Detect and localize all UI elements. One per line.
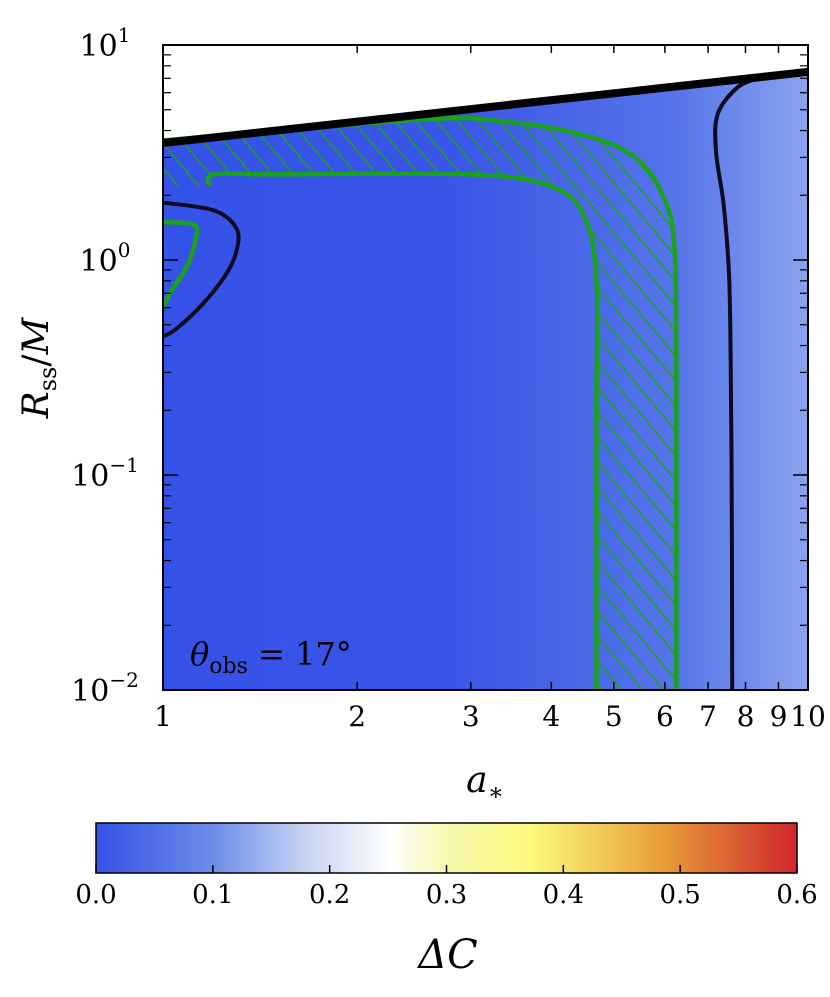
green-contour-inner — [205, 171, 600, 690]
x-tick-label: 2 — [348, 700, 366, 733]
x-tick-label: 10 — [790, 700, 826, 733]
annotation-theta-symbol: θ — [190, 635, 209, 673]
y-tick-label: 10−2 — [71, 668, 139, 709]
annotation-theta-value: = 17° — [248, 635, 352, 673]
y-tick-label: 101 — [80, 23, 131, 64]
x-tick-label: 5 — [605, 700, 623, 733]
annotation-theta-subscript: obs — [209, 654, 248, 679]
x-tick-label: 7 — [699, 700, 717, 733]
x-tick-label: 4 — [542, 700, 560, 733]
green-contour-outer — [163, 115, 679, 690]
x-tick-label: 3 — [462, 700, 480, 733]
colorbar-tick-label: 0.6 — [776, 880, 817, 910]
black-contour-small-a — [163, 200, 241, 339]
black-contour-large-a — [713, 75, 764, 690]
colorbar-tick-label: 0.3 — [426, 880, 467, 910]
colorbar-tick-label: 0.0 — [75, 880, 116, 910]
colorbar-ticks: 0.0 0.1 0.2 0.3 0.4 0.5 0.6 — [75, 865, 818, 910]
y-tick-label: 10−1 — [71, 453, 139, 494]
x-axis-ticks: 1 2 3 4 5 6 7 8 9 10 — [154, 45, 826, 733]
x-tick-label: 8 — [737, 700, 755, 733]
y-axis-ticks: 10−2 10−1 100 101 — [71, 23, 808, 709]
annotation-theta: θobs = 17° — [190, 635, 352, 679]
colorbar-tick-label: 0.1 — [192, 880, 233, 910]
x-axis-label: a∗ — [466, 760, 504, 806]
y-axis-label: Rss/M — [16, 316, 62, 419]
x-tick-label: 1 — [154, 700, 172, 733]
green-contour-small-a — [163, 219, 200, 309]
hot-region — [163, 130, 313, 390]
excluded-region-boundary — [163, 67, 808, 148]
y-tick-label: 100 — [80, 238, 131, 279]
colorbar-tick-label: 0.4 — [543, 880, 584, 910]
colorbar-tick-label: 0.2 — [309, 880, 350, 910]
colorbar-tick-label: 0.5 — [659, 880, 700, 910]
plot-frame — [162, 44, 809, 691]
plot-area — [163, 67, 808, 690]
green-hatched-region — [163, 118, 677, 690]
colorbar-label: ΔC — [416, 932, 478, 978]
x-tick-label: 9 — [770, 700, 788, 733]
x-tick-label: 6 — [656, 700, 674, 733]
